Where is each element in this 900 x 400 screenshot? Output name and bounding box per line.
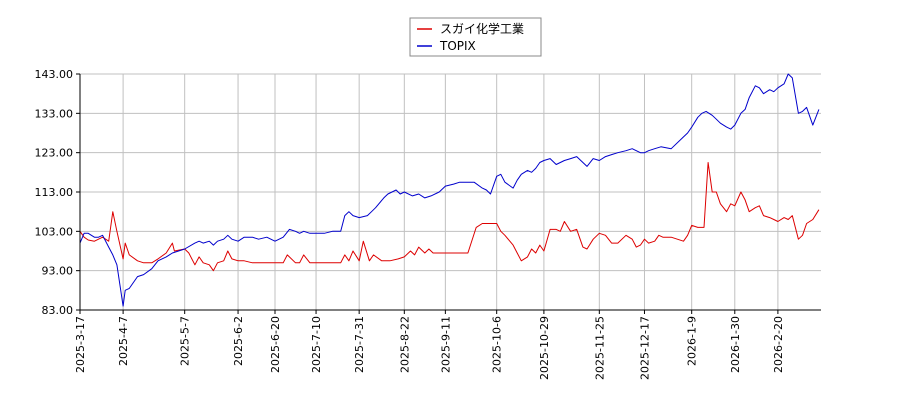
- x-tick-label: 2025-5-7: [179, 316, 192, 366]
- y-tick-label: 143.00: [35, 68, 74, 81]
- series-line-1: [79, 162, 820, 272]
- y-axis-ticks: 143.00 133.00 123.00 113.00 103.00 93.00 83.00: [35, 68, 80, 317]
- y-tick-label: 83.00: [42, 304, 74, 317]
- series-layer: [79, 73, 820, 307]
- y-tick-label: 93.00: [42, 265, 74, 278]
- series-line-2: [79, 73, 820, 307]
- legend-label-series-2: TOPIX: [439, 39, 476, 53]
- x-axis-ticks: 2025-3-17 2025-4-7 2025-5-7 2025-6-2 2025-6-…: [74, 310, 785, 380]
- y-tick-label: 103.00: [35, 225, 74, 238]
- x-tick-label: 2025-9-11: [439, 316, 452, 373]
- x-tick-label: 2026-2-20: [772, 316, 785, 373]
- x-tick-label: 2025-10-29: [538, 316, 551, 380]
- x-tick-label: 2025-10-6: [491, 316, 504, 373]
- x-tick-label: 2025-8-22: [398, 316, 411, 373]
- x-tick-label: 2025-7-31: [353, 316, 366, 373]
- x-tick-label: 2025-12-17: [638, 316, 651, 380]
- x-tick-label: 2025-11-25: [593, 316, 606, 380]
- x-tick-label: 2026-1-9: [686, 316, 699, 366]
- x-tick-label: 2025-4-7: [117, 316, 130, 366]
- x-tick-label: 2025-6-20: [269, 316, 282, 373]
- x-tick-label: 2025-3-17: [74, 316, 87, 373]
- y-tick-label: 113.00: [35, 186, 74, 199]
- legend-label-series-1: スガイ化学工業: [440, 21, 524, 36]
- x-tick-label: 2025-6-2: [232, 316, 245, 366]
- legend: スガイ化学工業 TOPIX: [409, 17, 542, 57]
- y-tick-label: 133.00: [35, 107, 74, 120]
- x-tick-label: 2026-1-30: [729, 316, 742, 373]
- y-tick-label: 123.00: [35, 147, 74, 160]
- legend-box: [409, 17, 542, 57]
- x-tick-label: 2025-7-10: [310, 316, 323, 373]
